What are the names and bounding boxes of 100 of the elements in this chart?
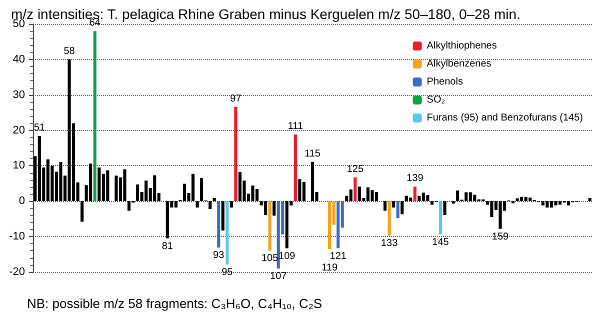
bar [251, 186, 254, 202]
y-tick-label: 40 [12, 53, 25, 66]
bar [230, 201, 233, 208]
bar [384, 201, 387, 211]
text: 139 [406, 173, 424, 184]
text: 58 [64, 46, 75, 57]
bar [554, 201, 558, 206]
text: 64 [89, 18, 100, 29]
y-tick-label: -10 [9, 230, 25, 243]
text: 95 [222, 267, 233, 278]
bar [370, 190, 374, 202]
bar [268, 201, 272, 251]
bar [212, 198, 216, 202]
bar [276, 201, 280, 268]
text: 107 [270, 270, 287, 282]
bar [234, 106, 238, 202]
bar [264, 201, 268, 215]
bar [174, 201, 178, 208]
text: NB: possible m/z 58 fragments: C₃H₆O, C₄H₁₀, C₂S [27, 296, 322, 311]
y-tick-label: 50 [12, 18, 25, 30]
bar [336, 201, 340, 248]
bar [413, 186, 416, 202]
bar [452, 201, 455, 204]
text: 159 [492, 231, 509, 242]
bar [98, 167, 101, 202]
legend-label: Phenols [426, 76, 463, 88]
bar [123, 169, 126, 202]
bar [217, 201, 220, 248]
bar [294, 134, 297, 202]
text: 93 [213, 250, 224, 262]
text: 145 [432, 236, 449, 248]
bar [59, 162, 62, 202]
bar [388, 201, 391, 236]
bar [328, 201, 332, 249]
bar [93, 31, 96, 202]
bar [285, 201, 288, 248]
legend-label: Alkylbenzenes [426, 58, 492, 70]
bar [358, 186, 361, 202]
bar [153, 175, 156, 202]
bar [430, 201, 434, 205]
y-tick-label: 20 [12, 124, 25, 136]
bar [255, 189, 259, 202]
bar [473, 194, 476, 202]
bar [272, 201, 276, 216]
legend-label: Furans (95) and Benzofurans (145) [426, 112, 584, 124]
bar [366, 187, 370, 202]
bar [426, 195, 430, 202]
bar [182, 184, 186, 202]
text: 97 [230, 93, 242, 104]
text: 111 [288, 121, 304, 132]
text: 125 [346, 164, 364, 175]
bar [528, 198, 532, 202]
bar [302, 182, 306, 202]
bar [374, 192, 378, 202]
bar [464, 192, 468, 202]
bar [114, 176, 118, 202]
bar [392, 201, 396, 208]
bar [438, 201, 442, 234]
bar [400, 201, 404, 214]
bar [490, 201, 494, 218]
bar [409, 198, 412, 202]
y-tick-label: 10 [12, 160, 25, 172]
bar [127, 201, 131, 211]
bar [46, 159, 50, 202]
bar [106, 170, 110, 202]
text: 133 [380, 238, 398, 250]
bar [546, 201, 549, 208]
bar [404, 196, 408, 202]
bar [443, 201, 446, 215]
bar [200, 178, 204, 202]
text: 121 [330, 250, 346, 262]
bar [191, 174, 195, 202]
text: 81 [162, 240, 173, 252]
bar [520, 196, 524, 202]
bar [80, 201, 84, 222]
y-tick-label: -20 [9, 266, 25, 278]
legend-label: SO₂ [426, 94, 446, 106]
bar [418, 196, 421, 202]
text: 115 [304, 148, 320, 160]
bar [524, 196, 528, 202]
y-tick-label: 0 [18, 195, 25, 208]
bar [541, 201, 544, 206]
bar [310, 162, 314, 202]
bar [208, 201, 212, 209]
bar [558, 201, 562, 205]
bar [566, 201, 570, 206]
bar [468, 192, 472, 202]
bar [456, 190, 460, 202]
bar [68, 59, 71, 202]
bar [498, 201, 502, 229]
bar [221, 201, 224, 231]
legend-label: Alkylthiophenes [426, 40, 497, 52]
bar [89, 164, 92, 202]
bar [588, 198, 592, 202]
bar [38, 136, 41, 202]
bar [136, 184, 140, 202]
y-tick-label: 30 [12, 88, 25, 101]
bar [396, 201, 400, 218]
text: 51 [34, 122, 45, 134]
text: 119 [322, 262, 338, 274]
